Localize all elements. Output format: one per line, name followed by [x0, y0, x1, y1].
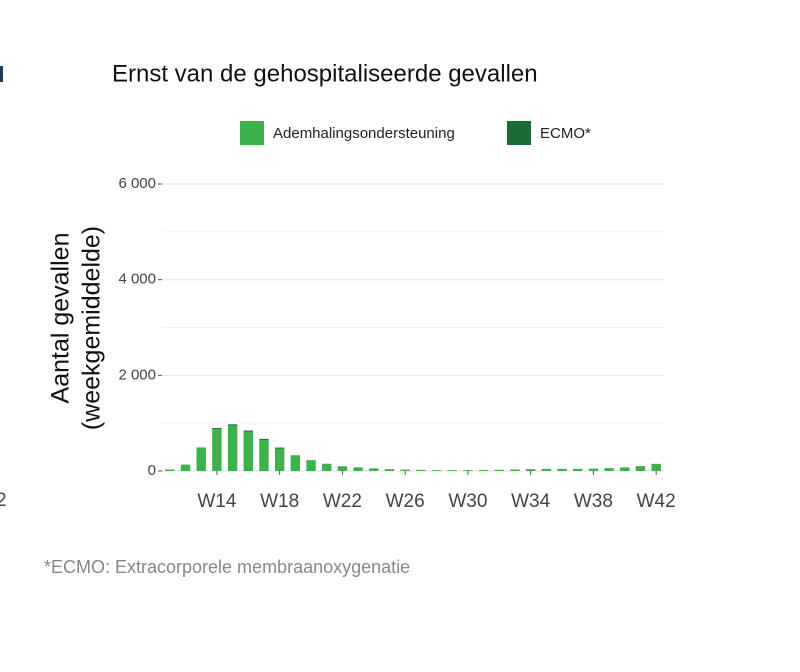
bar [369, 468, 379, 471]
bar [196, 448, 206, 471]
bar [510, 469, 520, 471]
bar [620, 467, 630, 471]
bar [227, 424, 238, 426]
bar [274, 447, 285, 449]
bar [635, 466, 646, 471]
bar [306, 460, 316, 471]
bar [478, 470, 489, 471]
x-tick-label: W30 [448, 491, 487, 512]
bar [494, 469, 504, 471]
bar [290, 455, 301, 457]
y-axis-label: (weekgemiddelde) [78, 226, 106, 430]
x-tick-label: W38 [574, 491, 613, 512]
bar [337, 466, 348, 471]
bar [259, 439, 269, 471]
y-axis-label: Aantal gevallen [47, 233, 75, 404]
bar [322, 464, 332, 471]
x-tick-label: W34 [511, 491, 551, 512]
y-tick-label: 6 000 [118, 175, 156, 192]
bar [384, 469, 395, 471]
bar [416, 470, 426, 471]
bar [588, 468, 599, 471]
footnote: *ECMO: Extracorporele membraanoxygenatie [44, 557, 410, 577]
x-tick-label: W18 [260, 491, 299, 512]
x-tick-label: W22 [323, 491, 362, 512]
bar [259, 438, 269, 440]
bar [212, 427, 222, 429]
bar [165, 469, 175, 471]
bar [180, 464, 191, 471]
x-tick-label: W14 [197, 491, 237, 512]
y-tick-label: 0 [148, 462, 156, 479]
y-tick-label: 2 000 [118, 366, 156, 383]
fragment-label: 2 [0, 490, 7, 511]
bar [290, 456, 301, 471]
bar [243, 431, 253, 471]
bar [353, 467, 363, 471]
bar [573, 469, 583, 471]
bar [227, 425, 238, 471]
x-tick-label: W42 [637, 491, 676, 512]
bar [274, 448, 285, 471]
bar [557, 469, 567, 471]
fragment-mark [0, 66, 3, 82]
legend-swatch [507, 121, 531, 145]
bar [306, 460, 316, 461]
bar [541, 469, 552, 471]
bar [651, 464, 661, 471]
bar [463, 470, 473, 471]
legend-swatch [240, 121, 264, 145]
bar [604, 468, 614, 471]
x-tick-label: W26 [386, 491, 425, 512]
bar [525, 469, 536, 471]
legend-label: ECMO* [540, 125, 591, 142]
bar [447, 470, 457, 471]
bar [400, 469, 410, 471]
bar [212, 428, 222, 471]
bar [431, 470, 442, 471]
chart-title: Ernst van de gehospitaliseerde gevallen [112, 60, 538, 87]
bar [243, 430, 253, 432]
legend-label: Ademhalingsondersteuning [273, 125, 455, 142]
y-tick-label: 4 000 [118, 271, 156, 288]
